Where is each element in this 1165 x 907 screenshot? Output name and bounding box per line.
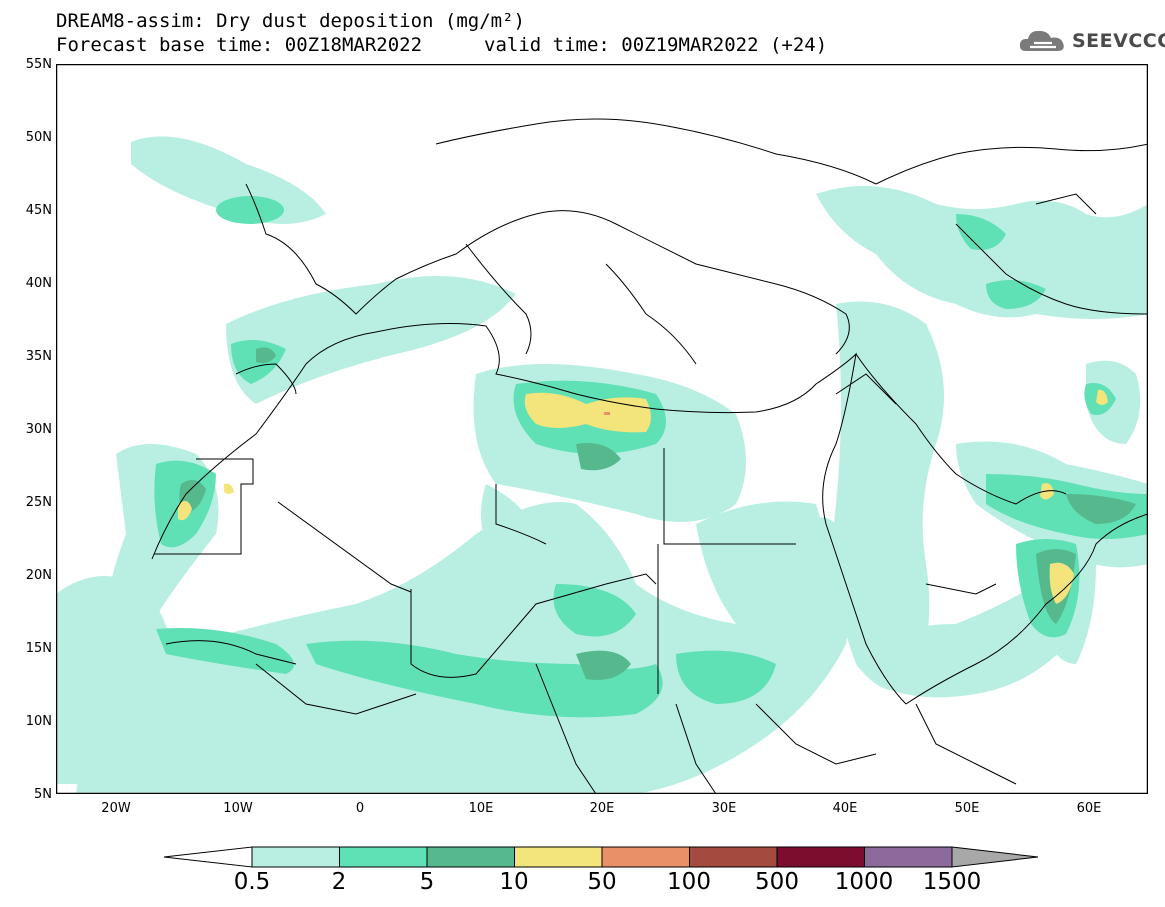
lat-label-15n: 15N: [25, 641, 52, 656]
colorbar-label-1000: 1000: [834, 869, 894, 895]
colorbar-high-arrow: [951, 846, 1039, 868]
lat-label-40n: 40N: [25, 276, 52, 291]
colorbar-label-100: 100: [667, 869, 711, 895]
colorbar-cell: [251, 846, 340, 868]
lat-label-10n: 10N: [25, 714, 52, 729]
lat-label-35n: 35N: [25, 349, 52, 364]
lon-label-0: 0: [355, 801, 365, 816]
lon-label-40e: 40E: [832, 801, 858, 816]
colorbar-cell: [689, 846, 778, 868]
colorbar-label-500: 500: [755, 869, 799, 895]
colorbar-label-0-5: 0.5: [233, 869, 271, 895]
coastlines-and-borders: [151, 118, 1148, 794]
lon-label-10w: 10W: [223, 801, 253, 816]
colorbar-cell: [426, 846, 515, 868]
seevccc-logo: SEEVCCC: [1018, 26, 1165, 56]
lat-label-50n: 50N: [25, 130, 52, 145]
colorbar-cell: [776, 846, 865, 868]
colorbar-cells: [251, 846, 953, 868]
lat-label-30n: 30N: [25, 422, 52, 437]
lat-label-25n: 25N: [25, 495, 52, 510]
colorbar-cell: [514, 846, 603, 868]
cloud-logo-icon: [1019, 30, 1064, 51]
forecast-base-time: Forecast base time: 00Z18MAR2022: [56, 34, 423, 56]
logo-text: SEEVCCC: [1072, 30, 1165, 52]
lon-label-20w: 20W: [101, 801, 131, 816]
colorbar-cell: [339, 846, 428, 868]
lat-label-5n: 5N: [34, 787, 52, 802]
lon-label-50e: 50E: [954, 801, 980, 816]
contour-level-0.5: [56, 136, 1148, 794]
dust-deposition-map: [56, 64, 1148, 794]
lon-label-10e: 10E: [468, 801, 494, 816]
colorbar-label-10: 10: [499, 869, 529, 895]
deposition-contours: [56, 136, 1148, 794]
colorbar-cell: [601, 846, 690, 868]
contour-level-10: [178, 389, 1108, 604]
lat-label-45n: 45N: [25, 203, 52, 218]
lat-label-20n: 20N: [25, 568, 52, 583]
colorbar-label-50: 50: [587, 869, 617, 895]
colorbar-label-2: 2: [331, 869, 347, 895]
colorbar-label-1500: 1500: [922, 869, 982, 895]
lat-label-55n: 55N: [25, 57, 52, 72]
colorbar: [163, 846, 1039, 868]
colorbar-label-5: 5: [419, 869, 435, 895]
lon-label-20e: 20E: [589, 801, 615, 816]
colorbar-cell: [864, 846, 953, 868]
contour-level-50: [604, 412, 610, 415]
lon-label-60e: 60E: [1076, 801, 1102, 816]
lon-label-30e: 30E: [711, 801, 737, 816]
colorbar-low-arrow: [163, 846, 253, 868]
valid-time: valid time: 00Z19MAR2022 (+24): [484, 34, 828, 56]
map-title: DREAM8-assim: Dry dust deposition (mg/m²…: [56, 10, 525, 32]
